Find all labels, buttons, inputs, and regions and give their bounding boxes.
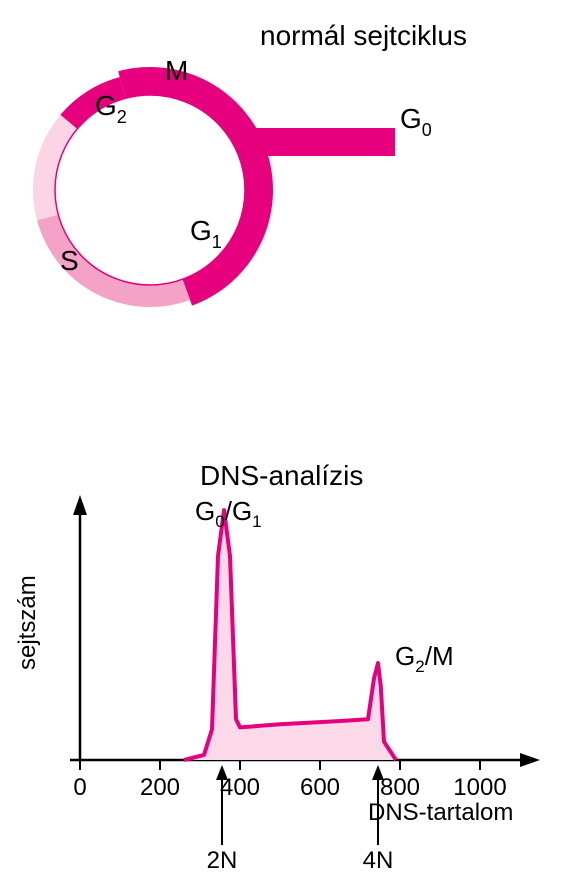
xtick-label: 200 [140,774,180,801]
ring-segment-g1 [118,67,273,306]
ring-segment-g2 [33,115,77,220]
label-g0: G0 [400,103,432,140]
marker-label: 2N [207,847,238,874]
peak1-label: G0/G1 [195,496,262,531]
dna-chart-svg: DNS-analízis sejtszám 02004006008001000 … [0,450,567,879]
ring-inner-circle [55,95,245,285]
dna-analysis-chart: DNS-analízis sejtszám 02004006008001000 … [0,450,567,879]
cell-cycle-diagram: normál sejtciklus M G2 S G1 G0 [0,0,567,400]
label-s: S [60,245,79,276]
xtick-label: 600 [300,774,340,801]
xtick-label: 800 [380,774,420,801]
cell-cycle-svg: normál sejtciklus M G2 S G1 G0 [0,0,567,400]
y-axis-label: sejtszám [14,575,41,670]
x-axis-label: DNS-tartalom [368,799,513,826]
xtick-label: 0 [73,774,86,801]
x-ticks: 02004006008001000 [73,760,506,801]
g0-exit-bar [250,128,395,156]
top-title: normál sejtciklus [260,20,467,51]
peak2-label: G2/M [395,641,454,676]
label-g1: G1 [190,215,222,252]
xtick-label: 1000 [453,774,506,801]
marker-label: 4N [363,847,394,874]
label-m: M [165,55,188,86]
bottom-title: DNS-analízis [200,460,363,491]
